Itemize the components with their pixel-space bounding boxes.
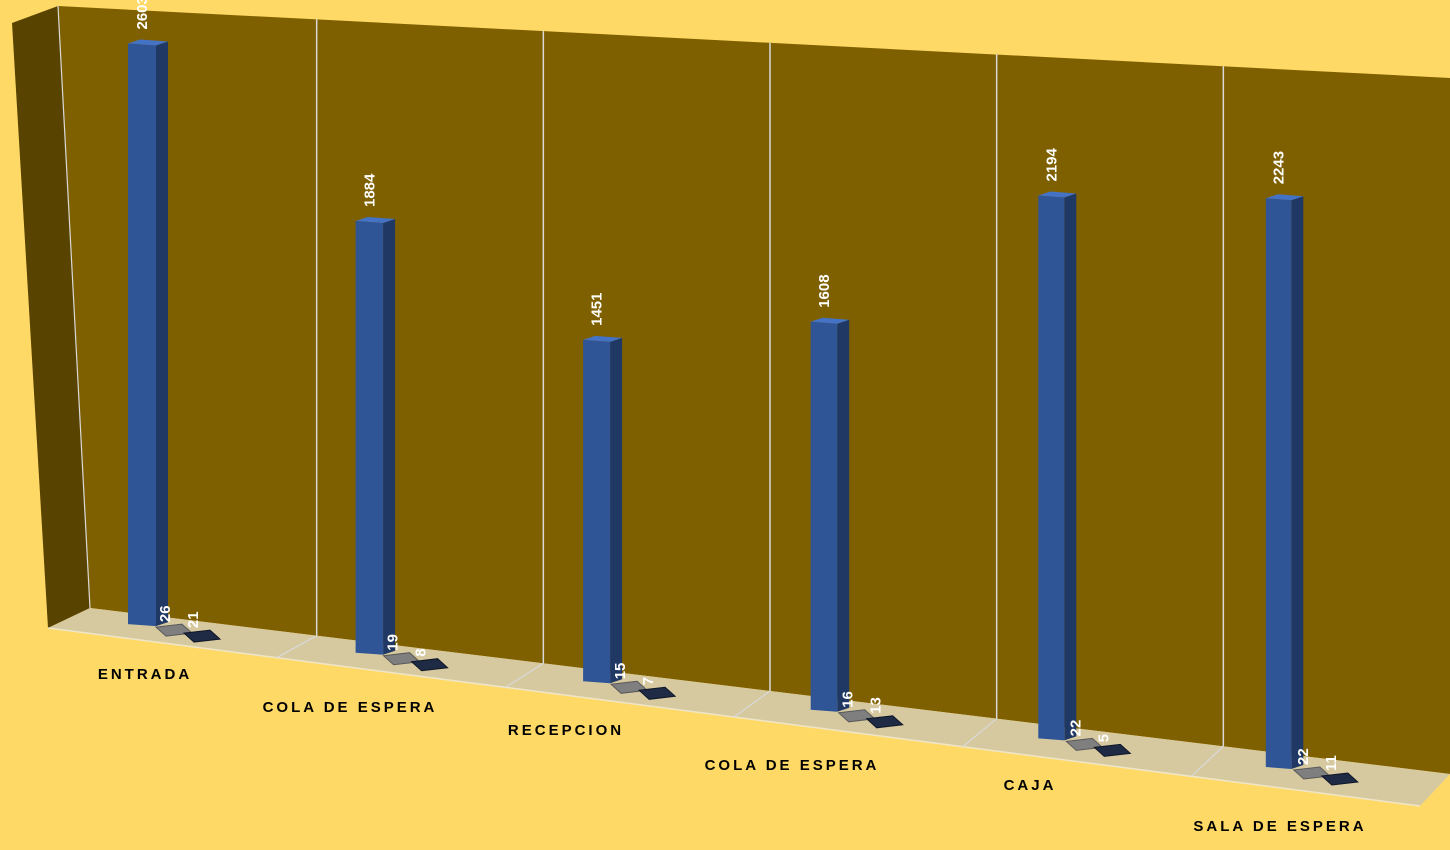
bar-side [156,41,168,627]
bar-cola-de-espera-series1[interactable] [810,321,838,712]
back-wall [58,6,1450,774]
bar-side [1291,196,1304,770]
data-label: 22 [1067,720,1084,737]
category-divider-floor [962,718,998,748]
data-label: 5 [1095,734,1112,742]
bar-top [1265,194,1304,201]
bar-recepcion-series1[interactable] [583,339,611,684]
bar-entrada-series1[interactable] [128,43,156,627]
bar-top [128,39,168,46]
data-label: 21 [185,611,202,628]
bar-series3[interactable] [865,715,904,729]
bar-top [355,217,396,223]
bar-side [610,337,623,684]
data-label: 7 [640,677,657,685]
data-label: 26 [157,605,174,622]
side-wall [12,6,90,628]
category-label: COLA DE ESPERA [263,699,438,716]
bar-series3[interactable] [1320,772,1359,786]
bar-top [810,317,850,324]
data-label: 1884 [361,173,378,207]
bar-top [1038,191,1077,198]
category-label: COLA DE ESPERA [705,757,880,774]
bar-sala-de-espera-series1[interactable] [1265,198,1292,770]
data-label: 15 [612,663,629,680]
bar-side [383,219,396,655]
category-label: CAJA [1004,777,1057,794]
bar-caja-series1[interactable] [1038,195,1065,741]
category-divider-floor [276,635,317,659]
data-label: 2603 [134,0,151,30]
data-label: 2194 [1043,147,1060,181]
bar-series3[interactable] [1093,743,1132,757]
data-label: 2243 [1271,151,1288,184]
data-label: 1608 [816,274,833,307]
bar-cola-de-espera-series1[interactable] [355,221,384,655]
bar-side [837,319,850,712]
data-label: 8 [413,648,430,656]
category-label: RECEPCION [508,722,624,739]
data-label: 22 [1295,748,1312,765]
bar-series3[interactable] [637,686,677,700]
data-label: 1451 [589,293,606,326]
category-divider-floor [505,662,544,688]
category-label: SALA DE ESPERA [1193,818,1366,835]
data-label: 13 [868,697,885,714]
bar-series3[interactable] [410,658,449,672]
bar-top [583,335,623,342]
wall-edge [57,5,91,609]
data-label: 11 [1323,755,1340,771]
bar-side [1064,193,1077,741]
bar-series3[interactable] [182,629,222,643]
category-label: ENTRADA [98,666,192,683]
data-label: 16 [840,691,857,708]
data-label: 19 [385,634,402,651]
category-divider-floor [733,690,771,718]
category-divider-floor [1190,745,1224,777]
